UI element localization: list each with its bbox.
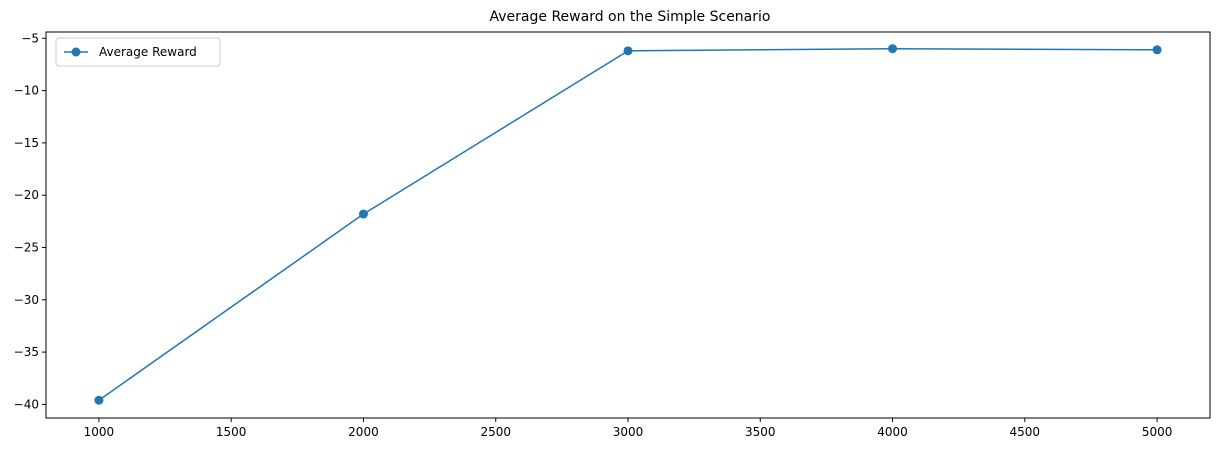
x-tick-label: 1000: [84, 425, 115, 439]
data-point: [358, 209, 368, 219]
y-tick-label: −10: [14, 84, 39, 98]
x-tick-label: 3500: [745, 425, 776, 439]
y-axis-ticks: −40 −35 −30 −25 −20 −15 −10 −5: [14, 31, 46, 411]
legend-label: Average Reward: [99, 45, 197, 59]
legend-box: [55, 37, 221, 67]
y-tick-label: −40: [14, 397, 39, 411]
y-tick-label: −35: [14, 345, 39, 359]
plot-frame: [45, 31, 1211, 419]
x-axis-ticks: 1000 1500 2000 2500 3000 3500 4000 4500 5000: [84, 418, 1173, 439]
legend-marker: [71, 47, 81, 57]
y-tick-label: −30: [14, 293, 39, 307]
data-point: [888, 44, 898, 54]
y-tick-label: −20: [14, 188, 39, 202]
x-tick-label: 2500: [480, 425, 511, 439]
x-tick-label: 4500: [1010, 425, 1041, 439]
data-point: [623, 46, 633, 56]
x-tick-label: 1500: [216, 425, 247, 439]
data-point: [1152, 45, 1162, 55]
x-tick-label: 5000: [1142, 425, 1173, 439]
x-tick-label: 2000: [348, 425, 379, 439]
y-tick-label: −5: [21, 31, 39, 45]
x-tick-label: 3000: [613, 425, 644, 439]
series-layer: [94, 44, 1162, 405]
chart-title: Average Reward on the Simple Scenario: [490, 9, 771, 25]
y-tick-label: −15: [14, 136, 39, 150]
x-tick-label: 4000: [877, 425, 908, 439]
y-tick-label: −25: [14, 240, 39, 254]
data-point: [94, 395, 104, 405]
legend: Average Reward: [55, 37, 221, 67]
series-line: [98, 47, 1158, 401]
